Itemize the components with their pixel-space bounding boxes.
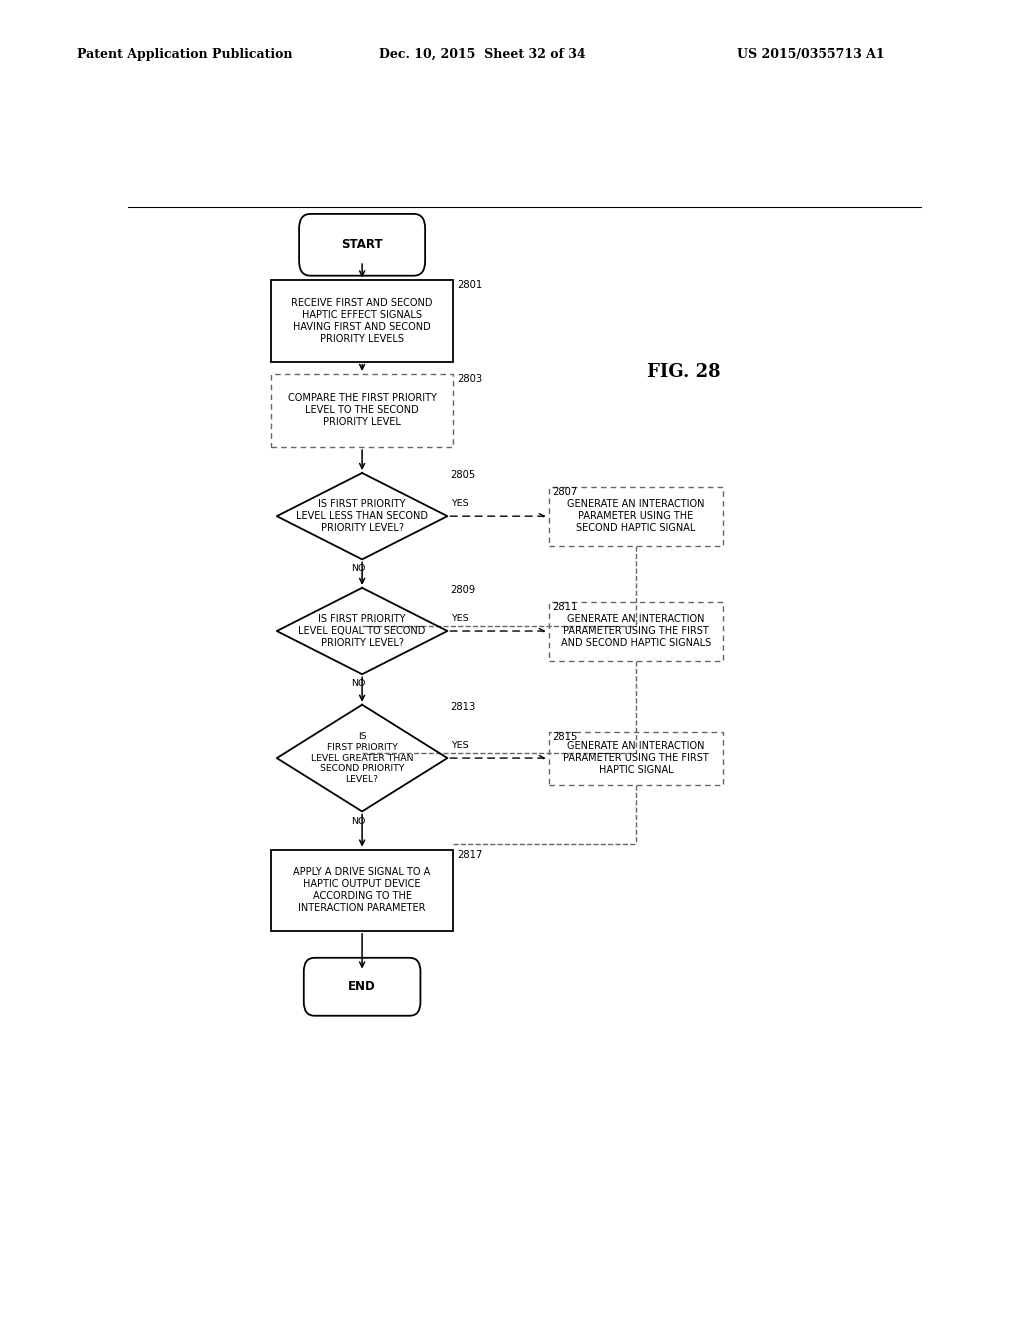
Text: IS FIRST PRIORITY
LEVEL LESS THAN SECOND
PRIORITY LEVEL?: IS FIRST PRIORITY LEVEL LESS THAN SECOND… [296,499,428,533]
Text: 2809: 2809 [451,585,476,595]
Text: 2801: 2801 [458,280,482,290]
Text: 2811: 2811 [553,602,578,611]
Text: 2813: 2813 [451,702,476,711]
Text: 2815: 2815 [553,731,578,742]
Bar [549,731,723,784]
Text: IS
FIRST PRIORITY
LEVEL GREATER THAN
SECOND PRIORITY
LEVEL?: IS FIRST PRIORITY LEVEL GREATER THAN SEC… [311,733,414,784]
Text: COMPARE THE FIRST PRIORITY
LEVEL TO THE SECOND
PRIORITY LEVEL: COMPARE THE FIRST PRIORITY LEVEL TO THE … [288,393,436,428]
Bar [549,602,723,660]
Text: Patent Application Publication: Patent Application Publication [77,48,292,61]
Text: NO: NO [351,565,366,573]
Text: RECEIVE FIRST AND SECOND
HAPTIC EFFECT SIGNALS
HAVING FIRST AND SECOND
PRIORITY : RECEIVE FIRST AND SECOND HAPTIC EFFECT S… [292,298,433,345]
Text: US 2015/0355713 A1: US 2015/0355713 A1 [737,48,885,61]
Text: FIG. 28: FIG. 28 [647,363,720,381]
Text: 2805: 2805 [451,470,476,480]
Text: GENERATE AN INTERACTION
PARAMETER USING THE FIRST
HAPTIC SIGNAL: GENERATE AN INTERACTION PARAMETER USING … [563,741,709,775]
Bar [270,280,454,362]
Bar [549,487,723,545]
Text: NO: NO [351,817,366,825]
Text: YES: YES [452,614,469,623]
Text: 2803: 2803 [458,374,482,384]
Bar [270,374,454,447]
Text: 2807: 2807 [553,487,578,496]
Text: GENERATE AN INTERACTION
PARAMETER USING THE FIRST
AND SECOND HAPTIC SIGNALS: GENERATE AN INTERACTION PARAMETER USING … [561,614,711,648]
Bar [270,850,454,931]
Text: YES: YES [452,741,469,750]
Text: END: END [348,981,376,993]
Text: GENERATE AN INTERACTION
PARAMETER USING THE
SECOND HAPTIC SIGNAL: GENERATE AN INTERACTION PARAMETER USING … [567,499,705,533]
Text: NO: NO [351,680,366,688]
Text: START: START [341,239,383,251]
Text: APPLY A DRIVE SIGNAL TO A
HAPTIC OUTPUT DEVICE
ACCORDING TO THE
INTERACTION PARA: APPLY A DRIVE SIGNAL TO A HAPTIC OUTPUT … [294,867,431,913]
Text: IS FIRST PRIORITY
LEVEL EQUAL TO SECOND
PRIORITY LEVEL?: IS FIRST PRIORITY LEVEL EQUAL TO SECOND … [298,614,426,648]
FancyBboxPatch shape [304,958,421,1015]
FancyBboxPatch shape [299,214,425,276]
Text: 2817: 2817 [458,850,482,859]
Text: YES: YES [452,499,469,508]
Text: Dec. 10, 2015  Sheet 32 of 34: Dec. 10, 2015 Sheet 32 of 34 [379,48,586,61]
